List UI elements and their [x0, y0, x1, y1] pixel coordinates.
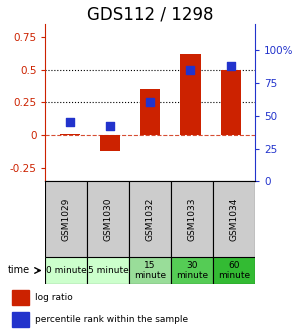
Text: 60
minute: 60 minute — [218, 261, 250, 280]
Point — [148, 100, 153, 105]
Point — [229, 63, 233, 68]
FancyBboxPatch shape — [87, 257, 129, 284]
Title: GDS112 / 1298: GDS112 / 1298 — [87, 5, 213, 24]
Text: 0 minute: 0 minute — [46, 266, 87, 275]
FancyBboxPatch shape — [87, 181, 129, 257]
FancyBboxPatch shape — [45, 257, 87, 284]
Point — [67, 120, 72, 125]
FancyBboxPatch shape — [129, 257, 171, 284]
FancyBboxPatch shape — [171, 257, 213, 284]
Text: GSM1030: GSM1030 — [104, 198, 113, 241]
Bar — [12, 312, 29, 327]
Text: 5 minute: 5 minute — [88, 266, 129, 275]
Text: GSM1032: GSM1032 — [146, 198, 155, 241]
Text: 15
minute: 15 minute — [134, 261, 166, 280]
FancyBboxPatch shape — [45, 181, 87, 257]
Bar — [12, 290, 29, 305]
Text: 30
minute: 30 minute — [176, 261, 208, 280]
Bar — [140, 89, 160, 135]
Bar — [180, 54, 200, 135]
Text: GSM1033: GSM1033 — [188, 198, 197, 241]
FancyBboxPatch shape — [213, 257, 255, 284]
Point — [108, 124, 112, 129]
Text: GSM1034: GSM1034 — [229, 198, 239, 241]
FancyBboxPatch shape — [171, 181, 213, 257]
Text: time: time — [7, 265, 30, 276]
Text: log ratio: log ratio — [35, 293, 73, 302]
FancyBboxPatch shape — [213, 181, 255, 257]
Text: percentile rank within the sample: percentile rank within the sample — [35, 315, 188, 324]
Bar — [59, 134, 80, 135]
FancyBboxPatch shape — [129, 181, 171, 257]
Point — [188, 67, 193, 72]
Bar — [100, 135, 120, 151]
Bar — [221, 70, 241, 135]
Text: GSM1029: GSM1029 — [62, 198, 71, 241]
